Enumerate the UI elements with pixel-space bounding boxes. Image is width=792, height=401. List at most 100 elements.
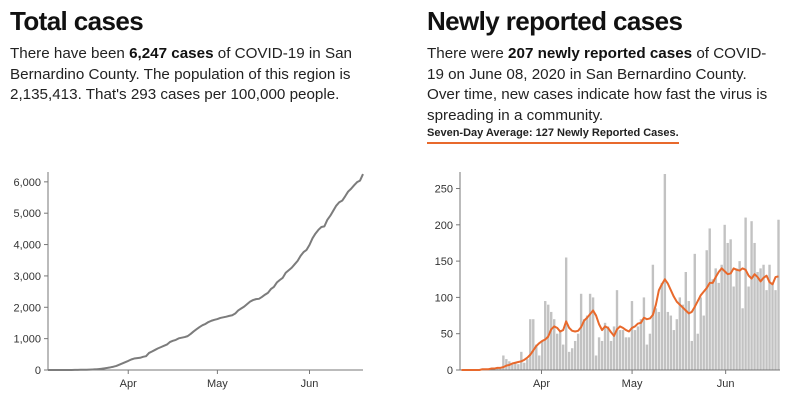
total-cases-y-tick-label: 4,000 <box>13 240 41 252</box>
daily-cases-bar <box>672 330 676 370</box>
total-cases-x-tick-label: May <box>207 378 228 390</box>
daily-cases-bar <box>511 364 514 370</box>
daily-cases-bar <box>717 282 720 370</box>
newly-reported-title: Newly reported cases <box>427 6 683 36</box>
daily-cases-bar <box>747 286 750 370</box>
daily-cases-bar <box>541 340 544 370</box>
total-cases-y-tick-label: 0 <box>35 365 41 377</box>
total-cases-x-tick-label: Jun <box>301 378 319 390</box>
daily-cases-bar <box>762 264 765 370</box>
daily-cases-bar <box>735 268 738 370</box>
daily-cases-bar <box>609 340 613 370</box>
newly-reported-axes: 0 50 100 150 200 250 Apr May Jun <box>435 172 780 390</box>
daily-cases-bar <box>523 362 526 370</box>
daily-cases-bar <box>681 304 684 370</box>
daily-cases-bar <box>678 297 682 370</box>
daily-cases-bar <box>550 311 553 370</box>
total-cases-rest: of COVID-19 in San Bernardino County. Th… <box>10 45 352 103</box>
daily-cases-bar <box>535 344 538 370</box>
daily-cases-bar <box>675 319 679 370</box>
daily-cases-bar <box>633 330 637 370</box>
newly-reported-x-tick-label: Jun <box>717 378 735 390</box>
newly-reported-y-tick-label: 250 <box>435 184 453 196</box>
total-cases-panel: Total cases There have been 6,247 cases … <box>10 0 380 401</box>
daily-cases-bar <box>621 330 625 370</box>
daily-cases-bar <box>639 319 643 370</box>
daily-cases-bar <box>618 330 622 370</box>
total-cases-intro: There have been <box>10 45 130 62</box>
daily-cases-bar <box>708 228 711 370</box>
daily-cases-bar <box>711 279 714 370</box>
daily-cases-bar <box>777 219 780 370</box>
daily-cases-bar <box>630 301 634 370</box>
newly-reported-y-tick-label: 0 <box>447 365 453 377</box>
daily-cases-bar <box>600 340 604 370</box>
daily-cases-bar <box>723 224 726 370</box>
daily-cases-bar <box>738 261 741 370</box>
total-cases-line <box>48 173 364 371</box>
daily-cases-bar <box>684 272 687 370</box>
daily-cases-bar <box>588 293 592 370</box>
total-cases-y-tick-label: 2,000 <box>13 302 41 314</box>
total-cases-y-tick-label: 5,000 <box>13 208 41 220</box>
seven-day-average-line <box>461 267 779 371</box>
daily-cases-bar <box>663 174 667 370</box>
daily-cases-bar <box>564 257 568 370</box>
daily-cases-bar <box>567 351 571 370</box>
daily-cases-bar <box>582 319 586 370</box>
daily-cases-bar <box>496 367 499 370</box>
daily-cases-bar <box>744 217 747 370</box>
daily-cases-bar <box>627 337 631 370</box>
newly-reported-chart: 0 50 100 150 200 250 Apr May Jun <box>435 172 780 390</box>
daily-cases-bar <box>558 330 562 370</box>
daily-cases-bar <box>612 326 616 370</box>
newly-reported-rest: of COVID-19 on June 08, 2020 in San Bern… <box>427 45 768 124</box>
daily-cases-bar <box>570 348 574 370</box>
daily-cases-bar <box>720 264 723 370</box>
daily-cases-bar <box>556 333 559 370</box>
daily-cases-bar <box>603 322 607 370</box>
daily-cases-bar <box>642 297 646 370</box>
daily-cases-bar <box>505 359 508 370</box>
daily-cases-bar <box>624 337 628 370</box>
daily-cases-bar <box>753 242 756 370</box>
daily-cases-bar <box>705 250 708 370</box>
total-cases-y-tick-label: 3,000 <box>13 271 41 283</box>
newly-reported-count: 207 newly reported cases <box>508 45 693 62</box>
daily-cases-bar <box>654 308 658 370</box>
daily-cases-bar <box>771 282 774 370</box>
daily-cases-bar <box>696 333 699 370</box>
total-cases-y-tick-label: 1,000 <box>13 334 41 346</box>
daily-cases-bar <box>732 286 735 370</box>
daily-cases-bar <box>576 333 580 370</box>
daily-cases-bar <box>756 272 759 370</box>
total-cases-x-tick-label: Apr <box>120 378 137 390</box>
newly-reported-intro: There were <box>427 45 509 62</box>
total-cases-title: Total cases <box>10 6 144 36</box>
daily-cases-bar <box>561 344 565 370</box>
daily-cases-bar <box>774 290 777 370</box>
daily-cases-bar <box>690 340 693 370</box>
daily-cases-bar <box>517 364 520 370</box>
daily-cases-bar <box>579 293 583 370</box>
daily-cases-bar <box>726 242 729 370</box>
daily-cases-bar <box>768 264 771 370</box>
daily-cases-bar <box>532 319 535 370</box>
daily-cases-bar <box>765 290 768 370</box>
newly-reported-y-tick-label: 200 <box>435 220 453 232</box>
daily-cases-bar <box>657 311 661 370</box>
total-cases-description: There have been 6,247 cases of COVID-19 … <box>10 44 365 106</box>
daily-cases-bar <box>636 326 640 370</box>
daily-cases-bar <box>502 355 505 370</box>
daily-cases-bar <box>606 326 610 370</box>
daily-cases-bar <box>759 268 762 370</box>
newly-reported-x-tick-label: Apr <box>533 378 550 390</box>
daily-cases-bar <box>645 344 649 370</box>
newly-reported-y-tick-label: 50 <box>441 329 453 341</box>
daily-cases-bar <box>699 297 702 370</box>
total-cases-y-tick-label: 6,000 <box>13 177 41 189</box>
daily-cases-bar <box>499 368 502 370</box>
daily-cases-bar <box>529 319 532 370</box>
daily-cases-bar <box>553 319 556 370</box>
daily-cases-bar <box>594 355 598 370</box>
